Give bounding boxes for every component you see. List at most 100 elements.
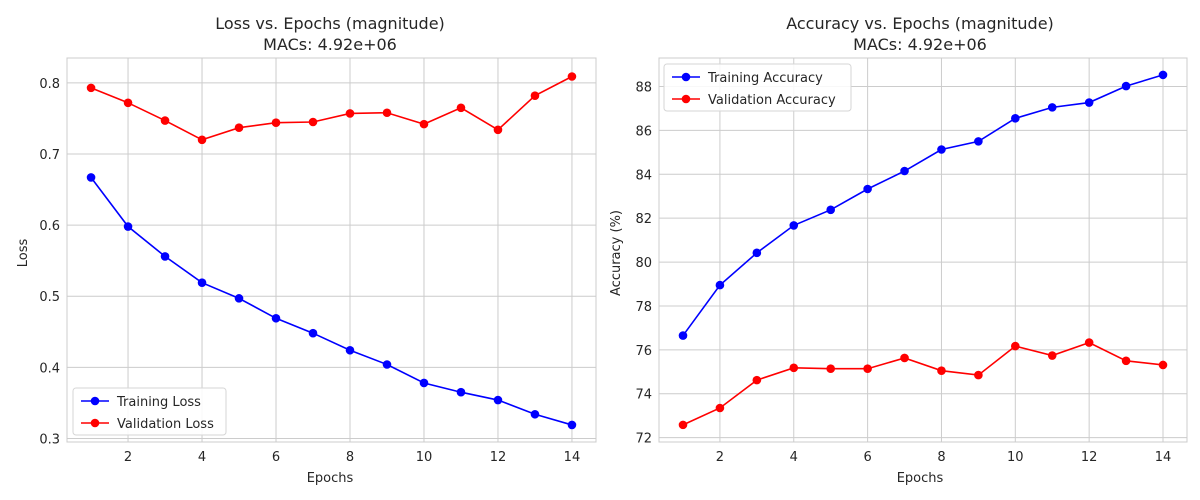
validation-loss-point xyxy=(86,83,96,93)
validation-accuracy-point xyxy=(1047,351,1057,360)
loss-chart-title: Loss vs. Epochs (magnitude) xyxy=(215,14,445,33)
training-accuracy-point xyxy=(752,248,762,258)
loss-x-tick-label: 2 xyxy=(124,450,132,465)
validation-accuracy-point xyxy=(826,364,835,374)
training-loss-point xyxy=(197,278,207,288)
validation-accuracy-legend-marker xyxy=(681,94,691,104)
training-accuracy-point xyxy=(826,205,835,215)
accuracy-legend: Training Accuracy Validation Accuracy xyxy=(663,63,852,112)
training-loss-point xyxy=(567,420,577,430)
training-loss-point xyxy=(160,252,170,261)
loss-chart: Loss vs. Epochs (magnitude) MACs: 4.92e+… xyxy=(16,14,597,486)
loss-series xyxy=(86,72,577,430)
loss-plot-frame xyxy=(66,57,597,443)
accuracy-y-tick-label: 74 xyxy=(635,388,652,403)
training-loss-point xyxy=(123,222,133,231)
loss-y-axis-label: Loss xyxy=(16,239,31,268)
training-accuracy-point xyxy=(937,145,946,154)
accuracy-y-tick-label: 78 xyxy=(635,300,652,315)
validation-loss-point xyxy=(345,109,355,118)
accuracy-grid xyxy=(659,58,1187,442)
training-loss-legend-marker xyxy=(90,396,100,406)
validation-loss-point xyxy=(234,123,244,132)
loss-grid xyxy=(67,58,596,442)
loss-x-tick-label: 12 xyxy=(490,450,507,465)
validation-accuracy-line xyxy=(682,341,1164,426)
accuracy-series xyxy=(678,70,1168,430)
training-accuracy-legend-label: Training Accuracy xyxy=(707,71,823,86)
training-loss-point xyxy=(234,294,244,303)
validation-loss-point xyxy=(382,108,392,118)
training-loss-line xyxy=(90,176,573,426)
training-accuracy-line xyxy=(682,74,1164,337)
validation-loss-point xyxy=(493,125,503,135)
validation-accuracy-point xyxy=(678,420,688,430)
accuracy-y-tick-label: 86 xyxy=(635,124,652,139)
accuracy-x-ticks: 2 4 6 8 10 12 14 xyxy=(716,450,1171,465)
training-accuracy-point xyxy=(1121,81,1131,91)
accuracy-x-tick-label: 14 xyxy=(1155,450,1172,465)
accuracy-x-tick-label: 8 xyxy=(937,450,945,465)
training-accuracy-point xyxy=(789,221,799,230)
loss-x-tick-label: 10 xyxy=(416,450,433,465)
loss-y-tick-label: 0.4 xyxy=(39,361,60,376)
training-accuracy-point xyxy=(1011,114,1020,123)
loss-y-tick-label: 0.3 xyxy=(39,432,60,447)
loss-x-ticks: 2 4 6 8 10 12 14 xyxy=(124,450,580,465)
accuracy-chart: Accuracy vs. Epochs (magnitude) MACs: 4.… xyxy=(609,14,1188,486)
training-loss-point xyxy=(345,345,355,355)
validation-accuracy-point xyxy=(1158,360,1168,370)
loss-y-ticks: 0.3 0.4 0.5 0.6 0.7 0.8 xyxy=(39,77,60,448)
loss-x-tick-label: 6 xyxy=(272,450,280,465)
validation-accuracy-point xyxy=(974,370,983,380)
accuracy-x-tick-label: 10 xyxy=(1007,450,1024,465)
validation-loss-point xyxy=(456,103,466,113)
accuracy-y-tick-label: 88 xyxy=(635,81,652,96)
loss-legend: Training Loss Validation Loss xyxy=(72,387,227,436)
accuracy-x-tick-label: 6 xyxy=(863,450,871,465)
training-loss-point xyxy=(271,313,281,323)
validation-accuracy-point xyxy=(937,366,946,375)
loss-y-tick-label: 0.8 xyxy=(39,77,60,92)
validation-loss-point xyxy=(197,135,207,145)
training-accuracy-point xyxy=(1084,98,1094,107)
accuracy-chart-subtitle: MACs: 4.92e+06 xyxy=(853,35,987,54)
accuracy-x-tick-label: 2 xyxy=(716,450,724,465)
accuracy-x-tick-label: 4 xyxy=(790,450,798,465)
training-accuracy-point xyxy=(974,137,983,146)
loss-x-tick-label: 14 xyxy=(564,450,581,465)
training-accuracy-legend-marker xyxy=(681,72,691,82)
validation-loss-point xyxy=(271,118,281,128)
validation-loss-legend-marker xyxy=(90,418,100,428)
loss-legend-box xyxy=(72,387,227,436)
validation-loss-point xyxy=(419,119,429,129)
validation-loss-legend-label: Validation Loss xyxy=(117,417,214,432)
validation-loss-line xyxy=(90,75,573,141)
validation-loss-point xyxy=(160,116,170,125)
validation-loss-point xyxy=(123,98,133,108)
accuracy-y-tick-label: 82 xyxy=(635,212,652,227)
training-loss-point xyxy=(419,378,429,388)
validation-accuracy-point xyxy=(900,353,909,363)
validation-accuracy-point xyxy=(1084,338,1094,347)
validation-loss-point xyxy=(530,91,540,100)
training-loss-legend-label: Training Loss xyxy=(116,395,201,410)
training-loss-point xyxy=(456,387,466,397)
accuracy-x-tick-label: 12 xyxy=(1081,450,1098,465)
loss-x-axis-label: Epochs xyxy=(307,471,354,486)
accuracy-y-tick-label: 80 xyxy=(635,256,652,271)
accuracy-plot-frame xyxy=(658,57,1188,443)
training-accuracy-point xyxy=(678,331,688,340)
loss-y-tick-label: 0.6 xyxy=(39,219,60,234)
accuracy-y-tick-label: 84 xyxy=(635,168,652,183)
accuracy-x-axis-label: Epochs xyxy=(897,471,944,486)
loss-y-tick-label: 0.5 xyxy=(39,290,60,305)
validation-loss-point xyxy=(567,72,577,81)
training-accuracy-point xyxy=(715,280,725,290)
validation-accuracy-legend-label: Validation Accuracy xyxy=(708,93,836,108)
validation-accuracy-point xyxy=(1121,356,1131,366)
accuracy-chart-title: Accuracy vs. Epochs (magnitude) xyxy=(786,14,1054,33)
loss-x-tick-label: 8 xyxy=(346,450,354,465)
validation-accuracy-point xyxy=(752,375,762,385)
training-loss-point xyxy=(308,328,318,338)
